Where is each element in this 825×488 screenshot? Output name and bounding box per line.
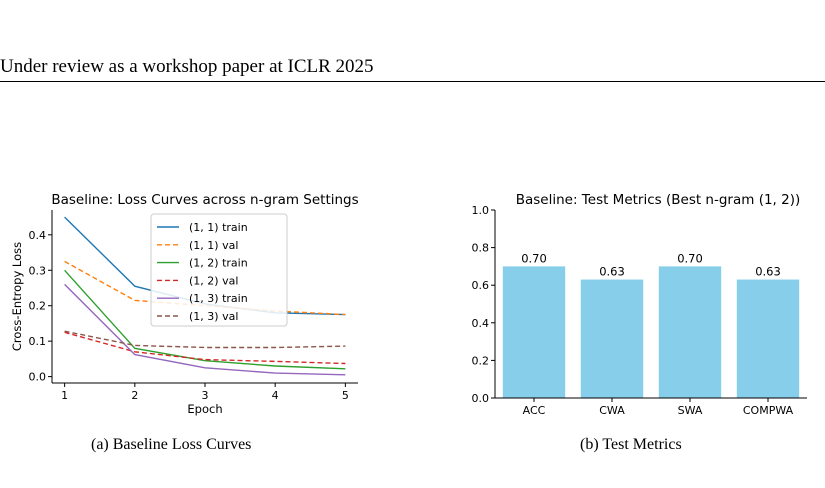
- chart-a-legend-label: (1, 3) train: [189, 292, 248, 305]
- chart-a-legend-label: (1, 2) train: [189, 257, 248, 270]
- chart-b-y-tick-label: 0.4: [472, 317, 490, 330]
- chart-b-x-tick-label: CWA: [599, 404, 625, 417]
- chart-a-y-tick-label: 0.1: [29, 335, 47, 348]
- chart-a-y-tick-label: 0.0: [29, 371, 47, 384]
- chart-b-value-label: 0.70: [677, 251, 703, 265]
- header-rule: [0, 81, 825, 82]
- chart-a-x-tick-label: 3: [202, 389, 209, 402]
- chart-a-series-line-3: [64, 331, 346, 365]
- chart-a-x-tick-label: 5: [342, 389, 349, 402]
- chart-b-y-tick-label: 0.8: [472, 242, 490, 255]
- chart-a-legend-label: (1, 1) train: [189, 221, 248, 234]
- chart-b-x-tick-label: SWA: [678, 404, 703, 417]
- chart-a-legend-label: (1, 3) val: [189, 310, 238, 323]
- chart-a-series-line-4: [64, 283, 346, 376]
- chart-a-legend: [150, 213, 288, 327]
- chart-a-legend-label: (1, 2) val: [189, 274, 238, 287]
- chart-a-y-tick-label: 0.2: [29, 300, 47, 313]
- chart-b-value-label: 0.63: [599, 265, 625, 279]
- chart-b-bar-acc: [502, 266, 566, 398]
- chart-a-legend-label: (1, 1) val: [189, 239, 238, 252]
- chart-b-title: Baseline: Test Metrics (Best n-gram (1, …: [516, 192, 801, 208]
- chart-a-y-tick-label: 0.4: [29, 229, 47, 242]
- chart-a-x-tick-label: 4: [272, 389, 279, 402]
- chart-a-x-tick-label: 2: [131, 389, 138, 402]
- caption-a: (a) Baseline Loss Curves: [91, 436, 252, 453]
- page-header: Under review as a workshop paper at ICLR…: [0, 56, 374, 77]
- chart-b-y-tick-label: 0.2: [472, 354, 490, 367]
- chart-b-y-tick-label: 0.0: [472, 392, 490, 405]
- chart-a-series-line-1: [64, 260, 346, 316]
- chart-a-x-axis-label: Epoch: [187, 402, 222, 416]
- chart-a-x-tick-label: 1: [61, 389, 68, 402]
- chart-b-value-label: 0.63: [755, 265, 781, 279]
- chart-b-bar-swa: [658, 266, 722, 398]
- chart-b-bar-compwa: [736, 279, 800, 398]
- chart-b-bar-cwa: [580, 279, 644, 398]
- caption-b: (b) Test Metrics: [580, 436, 682, 453]
- chart-b-y-tick-label: 1.0: [472, 204, 490, 217]
- chart-b-value-label: 0.70: [521, 251, 547, 265]
- chart-a-series-line-5: [64, 330, 346, 349]
- chart-b-x-tick-label: ACC: [523, 404, 546, 417]
- chart-b-y-tick-label: 0.6: [472, 279, 490, 292]
- chart-b-x-tick-label: COMPWA: [743, 404, 794, 417]
- chart-a-y-axis-label: Cross-Entropy Loss: [10, 242, 24, 351]
- chart-a-series-line-2: [64, 269, 346, 370]
- chart-a-title: Baseline: Loss Curves across n-gram Sett…: [51, 192, 358, 208]
- chart-a-y-tick-label: 0.3: [29, 264, 47, 277]
